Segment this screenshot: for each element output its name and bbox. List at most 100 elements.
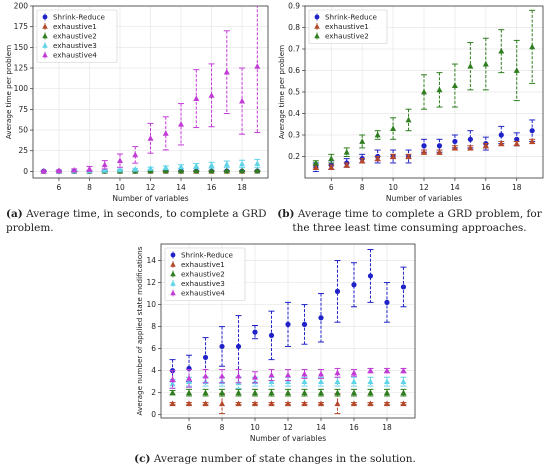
chart-b-x-tick-label: 18 bbox=[512, 183, 522, 192]
chart-b-point-exhaustive1 bbox=[451, 144, 458, 151]
chart-b-y-tick-label: 0.4 bbox=[288, 109, 300, 118]
chart-a-point-exhaustive4 bbox=[254, 63, 261, 69]
chart-c-point-exhaustive4 bbox=[235, 372, 242, 379]
chart-c-point-shrink-reduce bbox=[334, 288, 341, 294]
chart-a-point-exhaustive4 bbox=[101, 161, 108, 168]
chart-b-least-time-approaches: 6 8 10 12 14 16 18 0.2 0.3 0.4 0.5 0.6 0.7 0.8 0.9 Numb… bbox=[277, 2, 544, 203]
chart-a-y-tick-label: 200 bbox=[14, 2, 29, 11]
chart-a-point-exhaustive4 bbox=[178, 121, 185, 127]
chart-b-point-exhaustive2 bbox=[312, 159, 319, 166]
chart-c-point-exhaustive3 bbox=[334, 378, 341, 385]
chart-c-point-shrink-reduce bbox=[235, 343, 242, 350]
chart-c-point-exhaustive1 bbox=[400, 400, 407, 407]
chart-a-average-time: 6 8 10 12 14 16 18 0 25 50 75 100 125 150 175 200 Number… bbox=[4, 2, 269, 203]
chart-a-point-exhaustive2 bbox=[193, 167, 200, 174]
chart-c-legend-marker bbox=[170, 280, 176, 286]
caption-a-text: Average time, in seconds, to complete a … bbox=[6, 208, 267, 234]
chart-b-point-exhaustive1 bbox=[467, 144, 474, 151]
chart-c-x-tick-label: 10 bbox=[250, 423, 260, 432]
chart-b-y-tick-label: 0.6 bbox=[288, 66, 300, 75]
chart-c-point-exhaustive4 bbox=[268, 371, 275, 378]
chart-c-legend-label: Shrink-Reduce bbox=[181, 251, 234, 260]
chart-c-point-exhaustive4 bbox=[383, 367, 390, 374]
chart-b-x-tick-label: 16 bbox=[481, 183, 491, 192]
chart-a-point-exhaustive3 bbox=[101, 167, 108, 173]
chart-b-point-exhaustive2 bbox=[374, 131, 381, 138]
chart-c-point-exhaustive4 bbox=[252, 374, 259, 380]
chart-c-legend-marker bbox=[170, 290, 176, 296]
chart-a-x-tick-label: 18 bbox=[237, 183, 247, 192]
chart-a-legend-marker bbox=[42, 14, 48, 20]
chart-c-point-exhaustive4 bbox=[334, 369, 341, 376]
chart-b-legend-box bbox=[308, 9, 388, 44]
chart-c-point-exhaustive1 bbox=[169, 400, 176, 407]
chart-b-point-exhaustive1 bbox=[328, 164, 335, 170]
chart-c-legend-label: exhaustive2 bbox=[181, 270, 225, 279]
chart-a-legend-marker bbox=[42, 42, 48, 48]
chart-c-y-tick-label: 8 bbox=[151, 322, 156, 331]
chart-a-point-exhaustive3 bbox=[239, 160, 246, 167]
chart-c-y-tick-label: 14 bbox=[146, 256, 156, 265]
chart-b-point-exhaustive1 bbox=[529, 138, 536, 144]
chart-a-y-tick-label: 75 bbox=[18, 105, 28, 114]
chart-a-legend-label: exhaustive3 bbox=[53, 41, 97, 50]
chart-c-point-exhaustive1 bbox=[252, 400, 259, 407]
chart-b-y-axis-label: Average time per problem bbox=[277, 45, 286, 139]
chart-c-point-exhaustive1 bbox=[301, 400, 308, 407]
chart-c-point-exhaustive1 bbox=[202, 400, 209, 407]
chart-a-y-tick-label: 50 bbox=[18, 126, 28, 135]
chart-c-legend-marker bbox=[170, 271, 176, 277]
chart-a-y-tick-label: 125 bbox=[14, 64, 29, 73]
chart-a-point-exhaustive4 bbox=[86, 165, 93, 172]
chart-c-y-tick-label: 12 bbox=[146, 278, 156, 287]
chart-a-x-axis-label: Number of variables bbox=[112, 194, 188, 203]
chart-c-x-tick-label: 14 bbox=[316, 423, 326, 432]
chart-c-legend-box bbox=[164, 247, 246, 301]
chart-c-point-shrink-reduce bbox=[268, 332, 275, 339]
chart-b-point-exhaustive2 bbox=[405, 116, 412, 123]
chart-b-x-axis-label: Number of variables bbox=[386, 194, 462, 203]
chart-b-y-tick-label: 0.2 bbox=[288, 152, 300, 161]
chart-c-point-exhaustive2 bbox=[252, 389, 259, 396]
chart-c-point-exhaustive3 bbox=[367, 378, 374, 385]
caption-b-tag: (b) bbox=[277, 208, 295, 220]
chart-a-point-exhaustive4 bbox=[223, 68, 230, 75]
chart-b-point-shrink-reduce bbox=[452, 138, 458, 145]
chart-c-point-exhaustive4 bbox=[219, 372, 226, 379]
chart-b-point-exhaustive1 bbox=[498, 140, 505, 146]
chart-b-series-layer bbox=[312, 9, 536, 173]
chart-c-point-exhaustive2 bbox=[285, 389, 291, 396]
chart-a-y-tick-label: 150 bbox=[14, 43, 29, 52]
chart-c-point-shrink-reduce bbox=[351, 282, 357, 288]
chart-c-point-shrink-reduce bbox=[219, 343, 225, 350]
chart-c-point-exhaustive3 bbox=[350, 378, 357, 385]
chart-a-legend-box bbox=[36, 9, 118, 63]
chart-b-point-exhaustive1 bbox=[421, 149, 427, 155]
chart-b-point-shrink-reduce bbox=[514, 136, 520, 142]
chart-a-x-tick-label: 14 bbox=[176, 183, 186, 192]
chart-a-point-exhaustive2 bbox=[208, 167, 215, 174]
chart-a-point-exhaustive2 bbox=[178, 167, 185, 174]
chart-b-y-tick-label: 0.7 bbox=[288, 45, 300, 54]
chart-c-point-exhaustive3 bbox=[317, 378, 324, 385]
chart-a-point-exhaustive3 bbox=[193, 162, 200, 169]
chart-a-legend-label: exhaustive2 bbox=[53, 32, 97, 41]
chart-c-y-tick-label: 2 bbox=[151, 388, 156, 397]
chart-c-point-shrink-reduce bbox=[285, 321, 291, 327]
chart-b-point-exhaustive1 bbox=[482, 142, 489, 149]
chart-a-y-tick-label: 100 bbox=[14, 84, 29, 93]
chart-c-y-tick-label: 4 bbox=[151, 366, 156, 375]
chart-a-legend-label: exhaustive1 bbox=[53, 22, 97, 31]
chart-c-point-exhaustive1 bbox=[285, 400, 291, 407]
chart-a-point-exhaustive4 bbox=[116, 157, 123, 164]
chart-c-series-layer bbox=[169, 249, 407, 415]
chart-c-point-exhaustive2 bbox=[367, 389, 374, 396]
chart-a-legend-label: Shrink-Reduce bbox=[53, 13, 106, 22]
chart-c-x-tick-label: 18 bbox=[382, 423, 392, 432]
chart-c-point-exhaustive4 bbox=[285, 371, 291, 378]
chart-c-point-exhaustive1 bbox=[383, 400, 390, 407]
chart-a-y-tick-label: 25 bbox=[18, 146, 28, 155]
chart-c-point-shrink-reduce bbox=[318, 315, 324, 321]
caption-c-tag: (c) bbox=[134, 453, 151, 465]
